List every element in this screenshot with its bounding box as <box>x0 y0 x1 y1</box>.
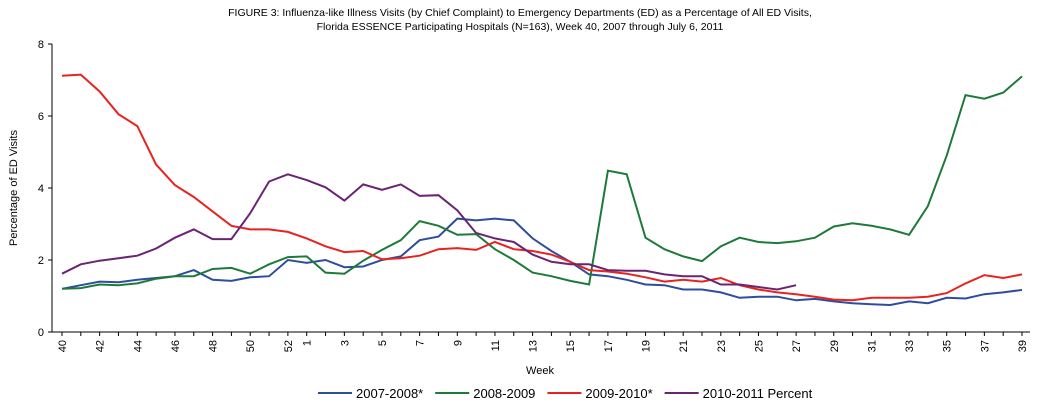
legend-label: 2009-2010* <box>585 386 652 401</box>
x-tick-label: 37 <box>979 340 991 352</box>
y-tick-label: 0 <box>38 327 44 339</box>
x-tick-label: 7 <box>415 340 427 346</box>
legend-label: 2008-2009 <box>473 386 535 401</box>
y-tick-label: 4 <box>38 183 44 195</box>
x-tick-label: 5 <box>377 340 389 346</box>
x-tick-label: 35 <box>942 340 954 352</box>
x-tick-label: 52 <box>283 340 295 352</box>
y-tick-label: 8 <box>38 39 44 51</box>
x-tick-label: 9 <box>452 340 464 346</box>
x-tick-label: 17 <box>603 340 615 352</box>
chart-title: FIGURE 3: Influenza-like Illness Visits … <box>228 7 812 19</box>
x-tick-label: 15 <box>565 340 577 352</box>
series-line <box>61 217 1023 307</box>
y-tick-label: 6 <box>38 111 44 123</box>
x-tick-label: 31 <box>866 340 878 352</box>
x-tick-label: 21 <box>678 340 690 352</box>
x-tick-label: 44 <box>132 340 144 352</box>
series-line <box>61 75 1023 290</box>
series-line <box>61 73 1023 302</box>
x-tick-label: 27 <box>791 340 803 352</box>
x-tick-label: 25 <box>753 340 765 352</box>
x-tick-label: 29 <box>829 340 841 352</box>
x-tick-label: 19 <box>641 340 653 352</box>
y-tick-label: 2 <box>38 255 44 267</box>
x-tick-label: 11 <box>490 340 502 351</box>
x-axis-label: Week <box>526 365 554 377</box>
x-tick-label: 50 <box>245 340 257 352</box>
x-tick-label: 3 <box>339 340 351 346</box>
x-tick-label: 42 <box>95 340 107 352</box>
y-axis-label: Percentage of ED Visits <box>8 130 20 246</box>
x-tick-label: 48 <box>208 340 220 352</box>
x-tick-label: 33 <box>904 340 916 352</box>
x-tick-label: 39 <box>1017 340 1029 352</box>
legend-label: 2010-2011 Percent <box>703 386 813 401</box>
x-tick-label: 1 <box>302 340 314 346</box>
x-tick-label: 23 <box>716 340 728 352</box>
x-tick-label: 46 <box>170 340 182 352</box>
x-tick-label: 40 <box>57 340 69 352</box>
legend-label: 2007-2008* <box>356 386 423 401</box>
chart-title: Florida ESSENCE Participating Hospitals … <box>317 21 724 33</box>
series-line <box>61 173 797 291</box>
x-tick-label: 13 <box>528 340 540 352</box>
